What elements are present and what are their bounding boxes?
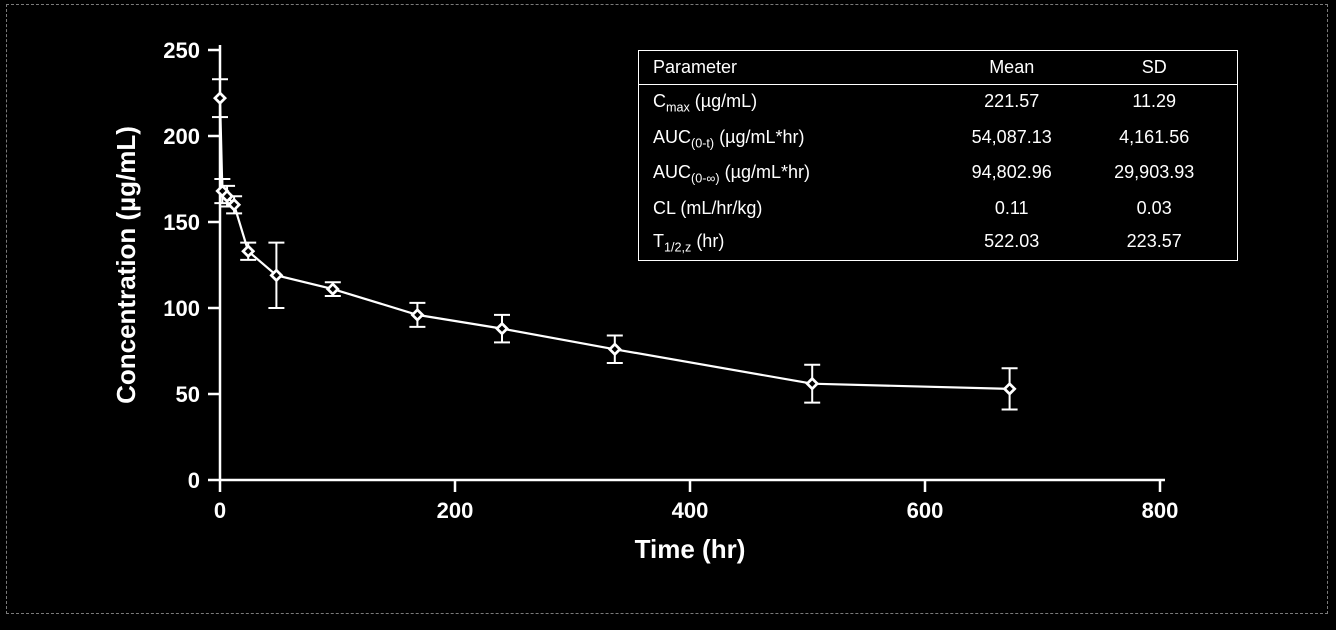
mean-cell: 522.03 [938, 231, 1085, 255]
mean-cell: 0.11 [938, 198, 1085, 219]
svg-text:0: 0 [188, 468, 200, 493]
param-cell: AUC(0-∞) (µg/mL*hr) [653, 162, 938, 186]
table-header-mean: Mean [938, 57, 1085, 78]
svg-text:150: 150 [163, 210, 200, 235]
pk-parameters-table: Parameter Mean SD Cmax (µg/mL)221.5711.2… [638, 50, 1238, 261]
svg-text:800: 800 [1142, 498, 1179, 523]
table-row: CL (mL/hr/kg)0.110.03 [639, 192, 1237, 225]
mean-cell: 54,087.13 [938, 127, 1085, 151]
svg-text:200: 200 [163, 124, 200, 149]
table-row: AUC(0-t) (µg/mL*hr)54,087.134,161.56 [639, 121, 1237, 157]
svg-text:400: 400 [672, 498, 709, 523]
svg-text:200: 200 [437, 498, 474, 523]
param-cell: AUC(0-t) (µg/mL*hr) [653, 127, 938, 151]
svg-text:100: 100 [163, 296, 200, 321]
table-header-row: Parameter Mean SD [639, 51, 1237, 85]
svg-text:Concentration (µg/mL): Concentration (µg/mL) [111, 126, 141, 404]
table-row: T1/2,z (hr)522.03223.57 [639, 225, 1237, 261]
table-row: Cmax (µg/mL)221.5711.29 [639, 85, 1237, 121]
pk-chart: 0 200 400 600 800 0 50 100 150 200 250 Time (hr) Con… [100, 30, 1220, 590]
mean-cell: 221.57 [938, 91, 1085, 115]
table-header-sd: SD [1085, 57, 1223, 78]
svg-text:600: 600 [907, 498, 944, 523]
table-row: AUC(0-∞) (µg/mL*hr)94,802.9629,903.93 [639, 156, 1237, 192]
svg-text:0: 0 [214, 498, 226, 523]
svg-text:250: 250 [163, 38, 200, 63]
svg-text:50: 50 [176, 382, 200, 407]
param-cell: T1/2,z (hr) [653, 231, 938, 255]
svg-text:Time (hr): Time (hr) [635, 534, 746, 564]
sd-cell: 4,161.56 [1085, 127, 1223, 151]
mean-cell: 94,802.96 [938, 162, 1085, 186]
sd-cell: 29,903.93 [1085, 162, 1223, 186]
table-header-parameter: Parameter [653, 57, 938, 78]
sd-cell: 11.29 [1085, 91, 1223, 115]
sd-cell: 0.03 [1085, 198, 1223, 219]
param-cell: Cmax (µg/mL) [653, 91, 938, 115]
sd-cell: 223.57 [1085, 231, 1223, 255]
param-cell: CL (mL/hr/kg) [653, 198, 938, 219]
